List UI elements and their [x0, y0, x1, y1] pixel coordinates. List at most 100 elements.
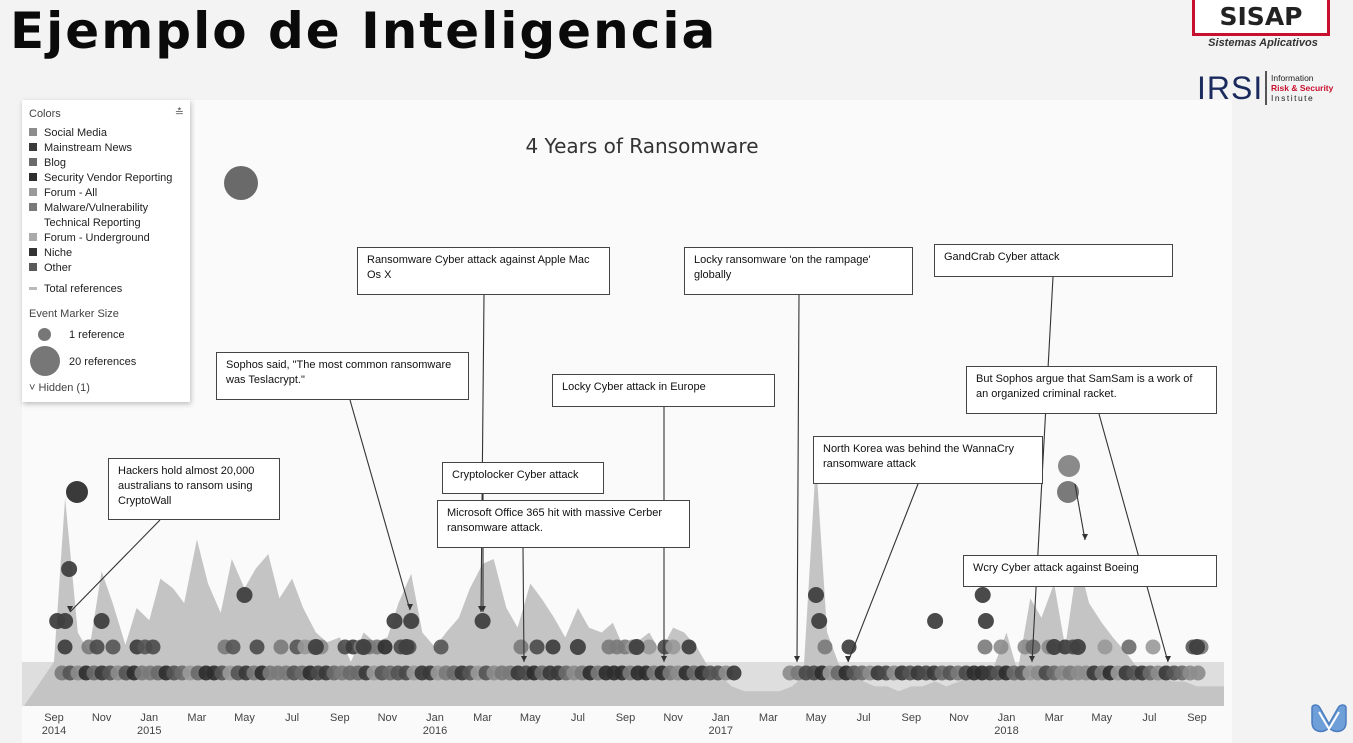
annotation-arrowhead [1029, 656, 1035, 662]
annotation-arrowhead [845, 656, 851, 662]
x-tick-label: Mar [745, 712, 791, 725]
event-annotation[interactable]: Microsoft Office 365 hit with massive Ce… [437, 500, 690, 548]
annotation-connector [349, 399, 411, 611]
event-marker-dot [1189, 639, 1205, 655]
legend-item[interactable]: Security Vendor Reporting [29, 171, 172, 186]
x-tick-label: Mar [1031, 712, 1077, 725]
event-marker-dot [433, 639, 449, 655]
x-tick-month: Mar [187, 712, 207, 724]
legend-item[interactable]: Malware/Vulnerability [29, 201, 172, 216]
event-marker-dot [665, 639, 681, 655]
legend-item[interactable]: Other [29, 261, 172, 276]
x-tick-year: 2017 [708, 725, 734, 737]
x-tick-month: Jul [570, 712, 585, 724]
x-tick-month: Sep [901, 712, 922, 724]
event-annotation[interactable]: Cryptolocker Cyber attack [442, 462, 604, 494]
event-marker-dot [977, 639, 993, 655]
x-tick-label: Jul [269, 712, 315, 725]
event-marker-dot [628, 639, 645, 655]
event-marker-dot [529, 639, 545, 655]
legend-item-label: Technical Reporting [44, 217, 141, 229]
x-tick-month: Jan [997, 712, 1016, 724]
legend-swatch [29, 203, 37, 211]
x-tick-month: Sep [330, 712, 350, 724]
event-marker-dot [89, 639, 105, 655]
event-marker-dot [545, 639, 561, 655]
annotation-connector [1074, 483, 1086, 541]
collapse-chevron-icon[interactable]: ≛ [174, 107, 184, 119]
event-marker-dot [1190, 665, 1206, 681]
event-marker-dot [927, 613, 944, 629]
annotation-connector [522, 547, 525, 663]
x-tick-month: May [519, 712, 541, 724]
event-annotation[interactable]: Ransomware Cyber attack against Apple Ma… [357, 247, 610, 295]
event-annotation[interactable]: North Korea was behind the WannaCry rans… [813, 436, 1043, 484]
event-marker-dot [808, 587, 824, 603]
annotation-connector [1098, 413, 1169, 663]
x-tick-month: Jul [1142, 712, 1157, 724]
legend-item-label: Forum - Underground [44, 232, 150, 244]
legend-item[interactable]: Blog [29, 156, 172, 171]
legend-item-label: Social Media [44, 127, 107, 139]
legend-item[interactable]: Niche [29, 246, 172, 261]
x-tick-label: Nov [364, 712, 410, 725]
event-marker-dot [249, 639, 265, 655]
event-annotation[interactable]: Locky ransomware 'on the rampage' global… [684, 247, 913, 295]
large-event-marker [1058, 455, 1080, 477]
event-marker-dot [273, 639, 289, 655]
irsi-line-1: Information [1271, 73, 1314, 83]
event-marker-dot [681, 639, 697, 655]
legend-swatch [29, 248, 37, 256]
event-annotation[interactable]: GandCrab Cyber attack [934, 244, 1173, 277]
sisap-logo-tagline: Sistemas Aplicativos [1208, 37, 1318, 49]
event-marker-dot [569, 639, 586, 655]
large-event-marker [1057, 481, 1079, 503]
event-marker-dot [57, 639, 73, 655]
legend-item[interactable]: Social Media [29, 126, 172, 141]
event-annotation[interactable]: Locky Cyber attack in Europe [552, 374, 775, 407]
x-tick-month: May [234, 712, 255, 724]
event-marker-dot [1121, 639, 1137, 655]
event-marker-dot [398, 639, 415, 655]
x-tick-label: May [222, 712, 268, 725]
event-marker-dot [726, 665, 742, 681]
legend-item[interactable]: Forum - All [29, 186, 172, 201]
event-marker-dot [145, 639, 161, 655]
annotation-connector [69, 519, 161, 613]
legend-item[interactable]: Mainstream News [29, 141, 172, 156]
annotation-arrowhead [521, 656, 527, 662]
x-tick-month: Jan [140, 712, 159, 724]
event-annotation[interactable]: Hackers hold almost 20,000 australians t… [108, 458, 280, 520]
legend-item[interactable]: Technical Reporting [29, 216, 172, 231]
event-annotation[interactable]: Wcry Cyber attack against Boeing [963, 555, 1217, 587]
x-tick-label: Mar [460, 712, 506, 725]
legend-item[interactable]: Forum - Underground [29, 231, 172, 246]
sisap-logo-name: SISAP [1192, 0, 1330, 36]
event-marker-dot [403, 613, 420, 629]
x-tick-label: Sep [888, 712, 934, 725]
legend-item-label: Forum - All [44, 187, 98, 199]
legend-item-label: Malware/Vulnerability [44, 202, 149, 214]
x-tick-month: Sep [44, 712, 64, 724]
x-tick-label: Jul [555, 712, 601, 725]
event-annotation[interactable]: But Sophos argue that SamSam is a work o… [966, 366, 1217, 414]
large-marker-swatch [30, 346, 60, 376]
x-tick-label: Sep [603, 712, 649, 725]
legend-total-references[interactable]: Total references [29, 283, 122, 295]
event-marker-dot [61, 561, 78, 577]
x-tick-month: May [805, 712, 827, 724]
event-annotation[interactable]: Sophos said, "The most common ransomware… [216, 352, 469, 400]
x-tick-year: 2014 [41, 725, 67, 737]
slide-title: Ejemplo de Inteligencia [10, 2, 718, 60]
legend-item-label: Mainstream News [44, 142, 133, 154]
event-marker-dot [977, 613, 994, 629]
event-marker-dot [474, 613, 491, 629]
x-tick-month: Jan [426, 712, 444, 724]
legend-hidden-toggle[interactable]: ˅ Hidden (1) [29, 382, 90, 394]
chevron-down-icon: ˅ [29, 382, 36, 394]
legend-marker-size-title: Event Marker Size [29, 308, 119, 320]
legend-swatch [29, 173, 37, 181]
x-tick-year: 2016 [422, 725, 448, 737]
legend-hidden-label: Hidden (1) [38, 382, 90, 394]
small-marker-swatch [38, 328, 51, 341]
